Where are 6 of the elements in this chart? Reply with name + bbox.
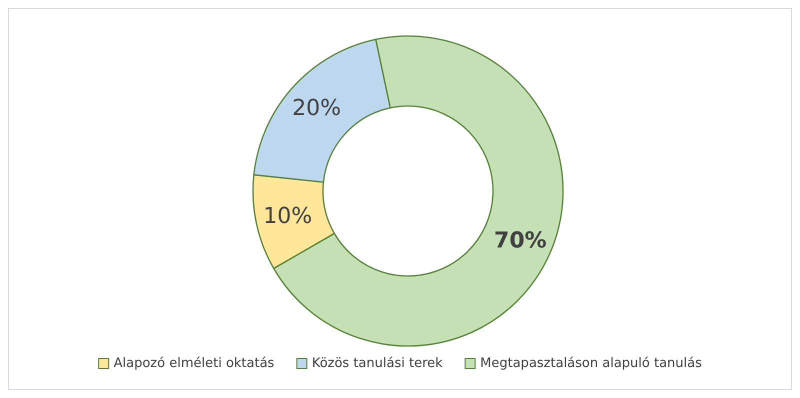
data-label: 10% [263, 204, 312, 230]
data-label: 20% [292, 96, 342, 122]
legend-label: Alapozó elméleti oktatás [114, 356, 275, 371]
data-label: 70% [494, 228, 547, 254]
legend-label: Közös tanulási terek [312, 356, 444, 371]
legend-label: Megtapasztaláson alapuló tanulás [480, 356, 702, 371]
